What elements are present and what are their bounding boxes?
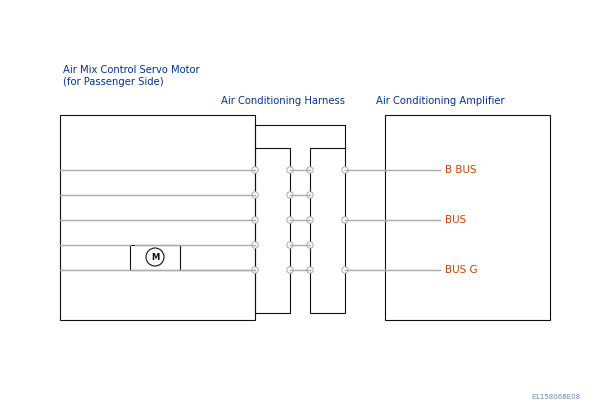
Circle shape <box>252 267 258 273</box>
Circle shape <box>287 217 293 223</box>
Circle shape <box>307 192 313 198</box>
Bar <box>310 148 345 313</box>
Circle shape <box>307 167 313 173</box>
Text: Air Conditioning Harness: Air Conditioning Harness <box>221 96 345 106</box>
Text: E1158068E08: E1158068E08 <box>531 394 580 400</box>
Text: Air Mix Control Servo Motor: Air Mix Control Servo Motor <box>63 65 200 75</box>
Circle shape <box>146 248 164 266</box>
Bar <box>60 115 255 320</box>
Text: Air Conditioning Amplifier: Air Conditioning Amplifier <box>375 96 505 106</box>
Circle shape <box>287 167 293 173</box>
Circle shape <box>307 267 313 273</box>
Circle shape <box>307 217 313 223</box>
Bar <box>130 245 180 270</box>
Circle shape <box>252 192 258 198</box>
Circle shape <box>307 242 313 248</box>
Text: (for Passenger Side): (for Passenger Side) <box>63 77 164 87</box>
Bar <box>385 115 550 320</box>
Circle shape <box>287 267 293 273</box>
Bar <box>255 148 290 313</box>
Text: M: M <box>151 252 159 262</box>
Text: BUS: BUS <box>445 215 466 225</box>
Circle shape <box>252 167 258 173</box>
Text: BUS G: BUS G <box>445 265 478 275</box>
Circle shape <box>287 242 293 248</box>
Circle shape <box>342 217 348 223</box>
Text: B BUS: B BUS <box>445 165 477 175</box>
Circle shape <box>252 242 258 248</box>
Circle shape <box>252 217 258 223</box>
Circle shape <box>342 167 348 173</box>
Circle shape <box>287 192 293 198</box>
Circle shape <box>342 267 348 273</box>
